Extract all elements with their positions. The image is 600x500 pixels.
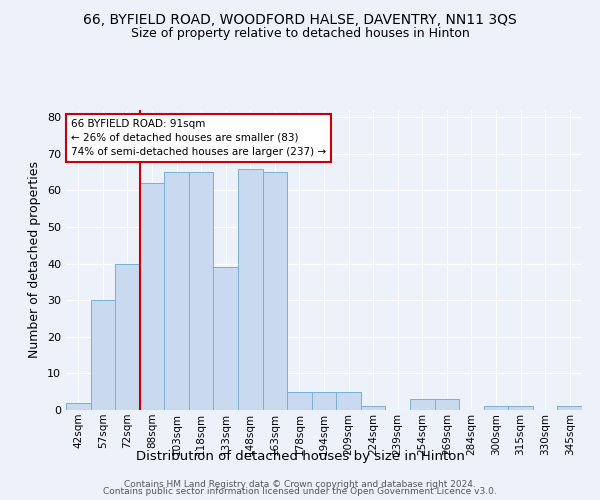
Bar (214, 268, 238, 410)
Bar (410, 399, 434, 410)
Y-axis label: Number of detached properties: Number of detached properties (28, 162, 41, 358)
Bar (287, 392, 312, 410)
Text: Size of property relative to detached houses in Hinton: Size of property relative to detached ho… (131, 28, 469, 40)
Bar (115, 264, 140, 410)
Bar (557, 406, 582, 410)
Bar (508, 406, 533, 410)
Bar (361, 406, 385, 410)
Text: 66, BYFIELD ROAD, WOODFORD HALSE, DAVENTRY, NN11 3QS: 66, BYFIELD ROAD, WOODFORD HALSE, DAVENT… (83, 12, 517, 26)
Bar (189, 172, 214, 410)
Bar (484, 406, 508, 410)
Bar (91, 300, 115, 410)
Text: Distribution of detached houses by size in Hinton: Distribution of detached houses by size … (136, 450, 464, 463)
Bar (140, 183, 164, 410)
Text: Contains HM Land Registry data © Crown copyright and database right 2024.: Contains HM Land Registry data © Crown c… (124, 480, 476, 489)
Bar (312, 392, 336, 410)
Bar (66, 402, 91, 410)
Bar (336, 392, 361, 410)
Bar (164, 172, 189, 410)
Text: Contains public sector information licensed under the Open Government Licence v3: Contains public sector information licen… (103, 488, 497, 496)
Bar (263, 172, 287, 410)
Bar (434, 399, 459, 410)
Bar (238, 168, 263, 410)
Text: 66 BYFIELD ROAD: 91sqm
← 26% of detached houses are smaller (83)
74% of semi-det: 66 BYFIELD ROAD: 91sqm ← 26% of detached… (71, 119, 326, 157)
